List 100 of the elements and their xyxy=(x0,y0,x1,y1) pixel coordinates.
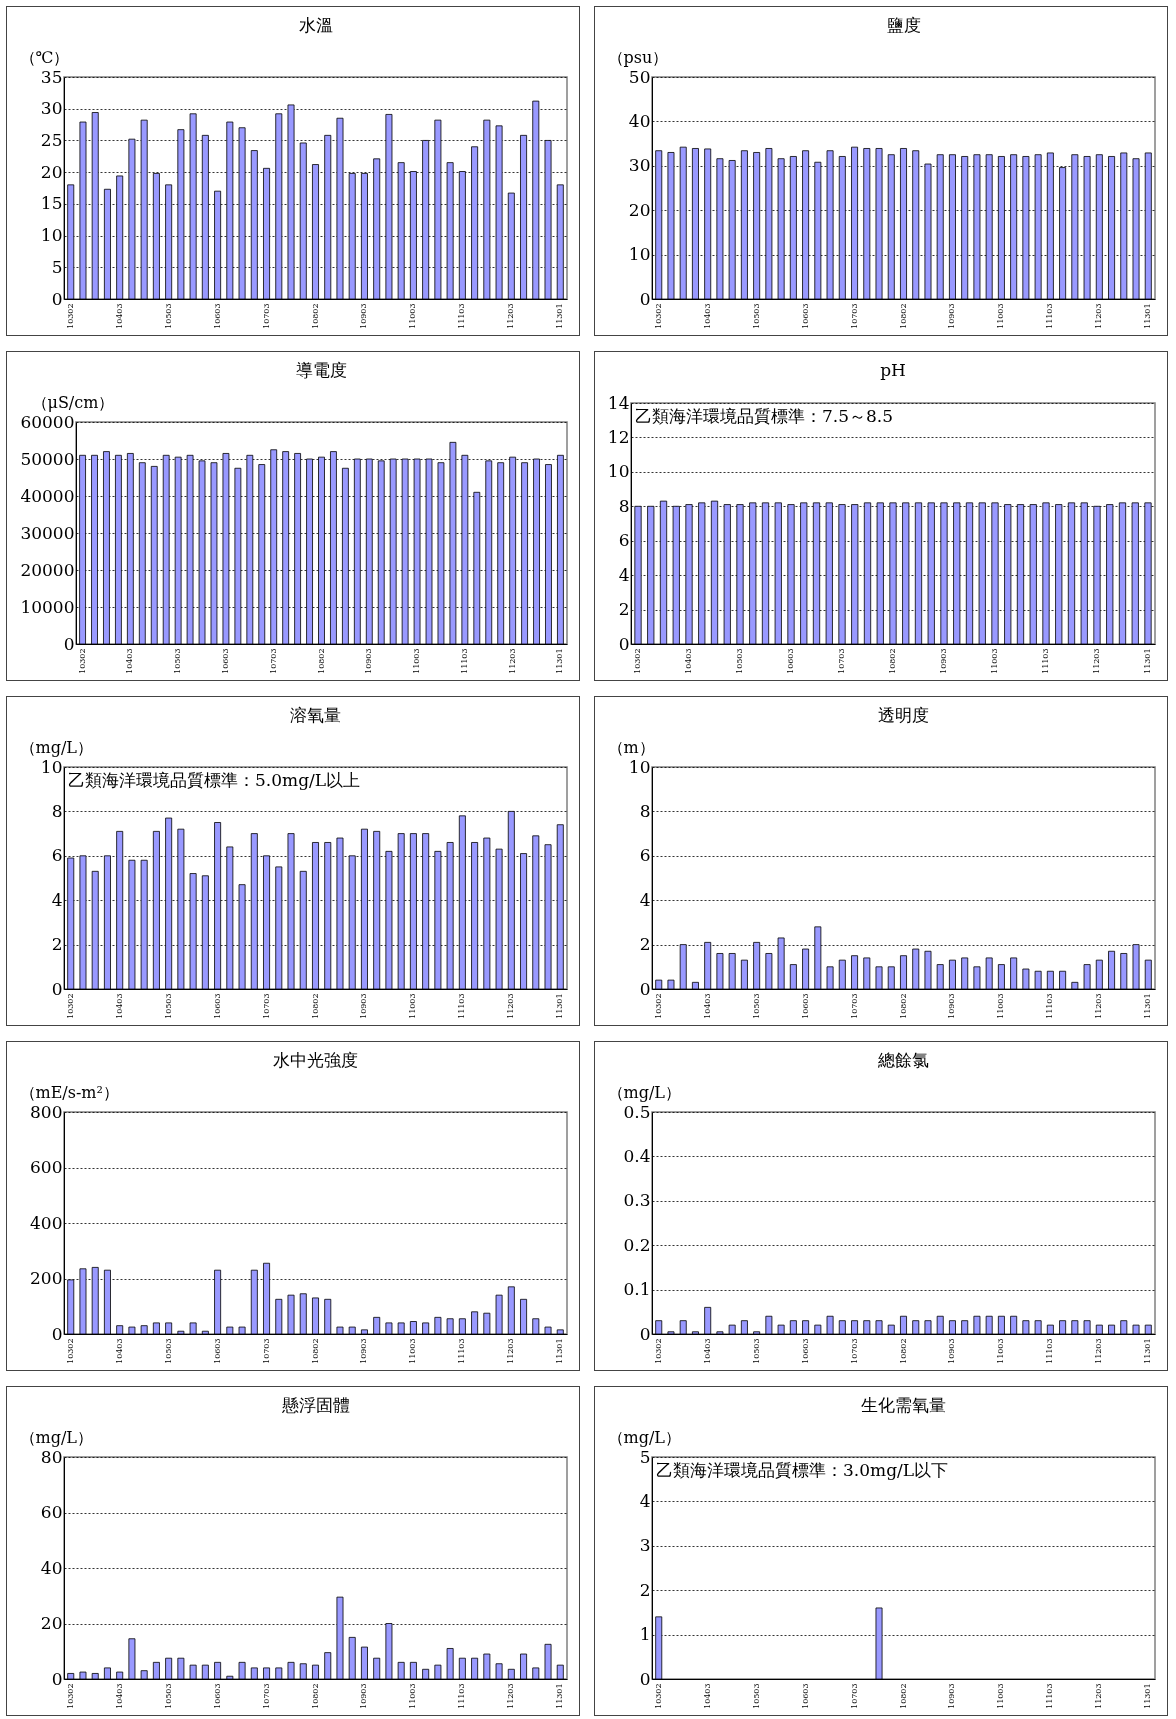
x-tick-label: 10603 xyxy=(220,648,230,674)
y-tick-label: 20 xyxy=(628,199,651,220)
x-tick-label: 10802 xyxy=(310,1683,320,1709)
x-tick-label: 11103 xyxy=(1045,1338,1055,1364)
y-tick-label: 5 xyxy=(639,1446,651,1467)
x-tick-label: 10802 xyxy=(898,1683,908,1709)
x-tick-label: 10302 xyxy=(653,993,663,1019)
x-tick-label: 10403 xyxy=(114,303,124,329)
x-tick-label: 10903 xyxy=(364,648,374,674)
y-tick-label: 0.2 xyxy=(623,1234,651,1255)
y-tick-label: 10 xyxy=(628,756,651,777)
x-tick-label: 10603 xyxy=(212,993,222,1019)
y-tick-label: 1 xyxy=(639,1624,651,1645)
y-tick-label: 40 xyxy=(628,110,651,131)
x-tick-label: 10503 xyxy=(751,1338,761,1364)
x-tick-label: 11301 xyxy=(555,1683,565,1709)
y-tick-label: 0 xyxy=(618,633,630,654)
y-tick-label: 8 xyxy=(639,800,651,821)
y-tick-label: 2 xyxy=(51,934,63,955)
y-tick-label: 8 xyxy=(51,800,63,821)
x-tick-label: 10903 xyxy=(947,1338,957,1364)
y-tick-label: 4 xyxy=(639,889,651,910)
y-tick-label: 50000 xyxy=(20,448,75,469)
y-tick-label: 0 xyxy=(51,1323,63,1344)
y-tick-label: 600 xyxy=(30,1157,63,1177)
y-tick-label: 20000 xyxy=(20,559,75,580)
y-tick-label: 0 xyxy=(51,1668,63,1689)
chart-title: 懸浮固體 xyxy=(280,1395,350,1415)
x-tick-label: 10403 xyxy=(702,1683,712,1709)
x-tick-label: 10503 xyxy=(751,1683,761,1709)
x-tick-label: 10603 xyxy=(800,1683,810,1709)
x-tick-label: 11003 xyxy=(996,303,1006,329)
x-tick-label: 10703 xyxy=(849,1683,859,1709)
x-tick-label: 10603 xyxy=(800,993,810,1019)
annotation: 乙類海洋環境品質標準：3.0mg/L以下 xyxy=(656,1460,949,1480)
x-tick-label: 10703 xyxy=(261,303,271,329)
x-tick-label: 11003 xyxy=(408,993,418,1019)
y-tick-label: 4 xyxy=(639,1490,651,1511)
y-tick-label: 2 xyxy=(639,934,651,955)
chart-title: 溶氧量 xyxy=(290,705,341,725)
y-tick-label: 8 xyxy=(618,495,630,516)
x-tick-label: 11203 xyxy=(1091,648,1101,674)
y-tick-label: 4 xyxy=(618,564,630,585)
x-tick-label: 10403 xyxy=(684,648,694,674)
x-tick-label: 10302 xyxy=(65,303,75,329)
x-tick-label: 11203 xyxy=(506,303,516,329)
x-tick-label: 11003 xyxy=(996,993,1006,1019)
chart-title: 透明度 xyxy=(878,705,929,725)
y-tick-label: 6 xyxy=(618,530,630,551)
y-tick-label: 0.1 xyxy=(623,1279,651,1300)
x-tick-label: 10403 xyxy=(702,993,712,1019)
x-tick-label: 10802 xyxy=(310,303,320,329)
x-tick-label: 10403 xyxy=(702,1338,712,1364)
y-tick-label: 30 xyxy=(40,98,63,119)
x-tick-label: 11301 xyxy=(1143,1683,1153,1709)
x-tick-label: 11301 xyxy=(555,993,565,1019)
y-tick-label: 10000 xyxy=(20,596,75,617)
y-tick-label: 0 xyxy=(639,1323,651,1344)
x-tick-label: 10703 xyxy=(261,993,271,1019)
x-tick-label: 11203 xyxy=(1094,303,1104,329)
annotation: 乙類海洋環境品質標準：5.0mg/L以上 xyxy=(68,770,361,790)
y-axis-title: （μS/cm） xyxy=(31,392,115,412)
x-tick-label: 10703 xyxy=(261,1683,271,1709)
x-tick-label: 10503 xyxy=(163,1683,173,1709)
x-tick-label: 11301 xyxy=(1143,303,1153,329)
x-tick-label: 10302 xyxy=(77,648,87,674)
y-tick-label: 12 xyxy=(607,426,630,447)
x-tick-label: 10302 xyxy=(65,993,75,1019)
x-tick-label: 11103 xyxy=(1040,648,1050,674)
y-axis-title: （mg/L） xyxy=(607,1082,681,1102)
chart-title: pH xyxy=(880,360,906,380)
x-tick-label: 11103 xyxy=(459,648,469,674)
y-tick-label: 6 xyxy=(51,845,63,866)
y-tick-label: 50 xyxy=(628,66,651,87)
y-tick-label: 15 xyxy=(40,193,63,214)
y-tick-label: 30000 xyxy=(20,522,75,543)
x-tick-label: 10903 xyxy=(947,1683,957,1709)
x-tick-label: 11003 xyxy=(408,303,418,329)
y-tick-label: 40 xyxy=(40,1557,63,1578)
x-tick-label: 10302 xyxy=(65,1683,75,1709)
y-tick-label: 0 xyxy=(51,978,63,999)
x-tick-label: 11103 xyxy=(1045,993,1055,1019)
x-tick-label: 11301 xyxy=(555,648,565,674)
x-tick-label: 11103 xyxy=(457,1683,467,1709)
x-tick-label: 10603 xyxy=(800,1338,810,1364)
x-tick-label: 10903 xyxy=(947,993,957,1019)
x-tick-label: 11301 xyxy=(1143,1338,1153,1364)
x-tick-label: 10903 xyxy=(939,648,948,674)
y-axis-title: （mg/L） xyxy=(19,737,93,757)
x-tick-label: 11301 xyxy=(555,303,565,329)
y-tick-label: 10 xyxy=(607,461,630,482)
x-tick-label: 11003 xyxy=(408,1683,418,1709)
x-tick-label: 10403 xyxy=(114,1683,124,1709)
x-tick-label: 10603 xyxy=(212,1683,222,1709)
y-tick-label: 14 xyxy=(607,392,630,413)
y-tick-label: 10 xyxy=(40,225,63,246)
x-tick-label: 11103 xyxy=(457,993,467,1019)
y-tick-label: 400 xyxy=(30,1212,63,1233)
x-tick-label: 10302 xyxy=(633,648,643,674)
y-tick-label: 6 xyxy=(639,845,651,866)
